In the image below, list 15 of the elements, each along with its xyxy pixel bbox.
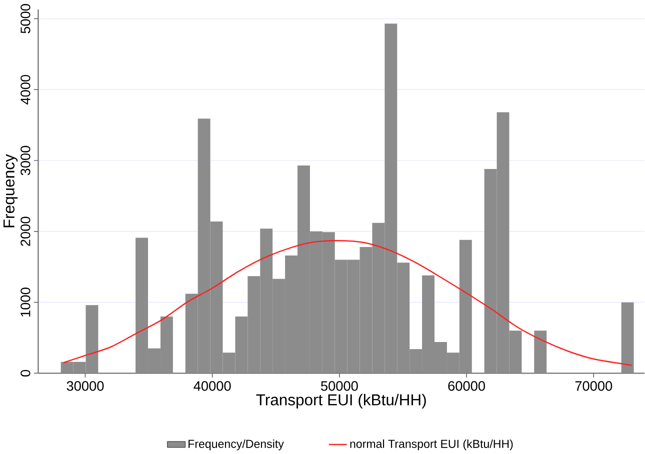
y-tick-label: 3000 (20, 146, 30, 176)
y-tick-label: 2000 (20, 216, 30, 246)
x-tick-label: 40000 (194, 381, 231, 392)
y-tick-label: 4000 (20, 75, 30, 105)
x-tick-label: 30000 (66, 381, 104, 392)
x-tick-label: 60000 (448, 381, 485, 392)
x-axis-title: Transport EUI (kBtu/HH) (256, 394, 426, 409)
y-axis-title: Frequency (4, 154, 18, 228)
x-tick-label: 70000 (575, 381, 612, 392)
y-tick-label: 0 (20, 370, 30, 377)
y-tick-label: 5000 (20, 4, 30, 34)
legend-label: normal Transport EUI (kBtu/HH) (350, 440, 513, 450)
x-tick-label: 50000 (320, 381, 358, 392)
legend-label: Frequency/Density (188, 440, 284, 450)
y-tick-label: 1000 (20, 288, 30, 317)
